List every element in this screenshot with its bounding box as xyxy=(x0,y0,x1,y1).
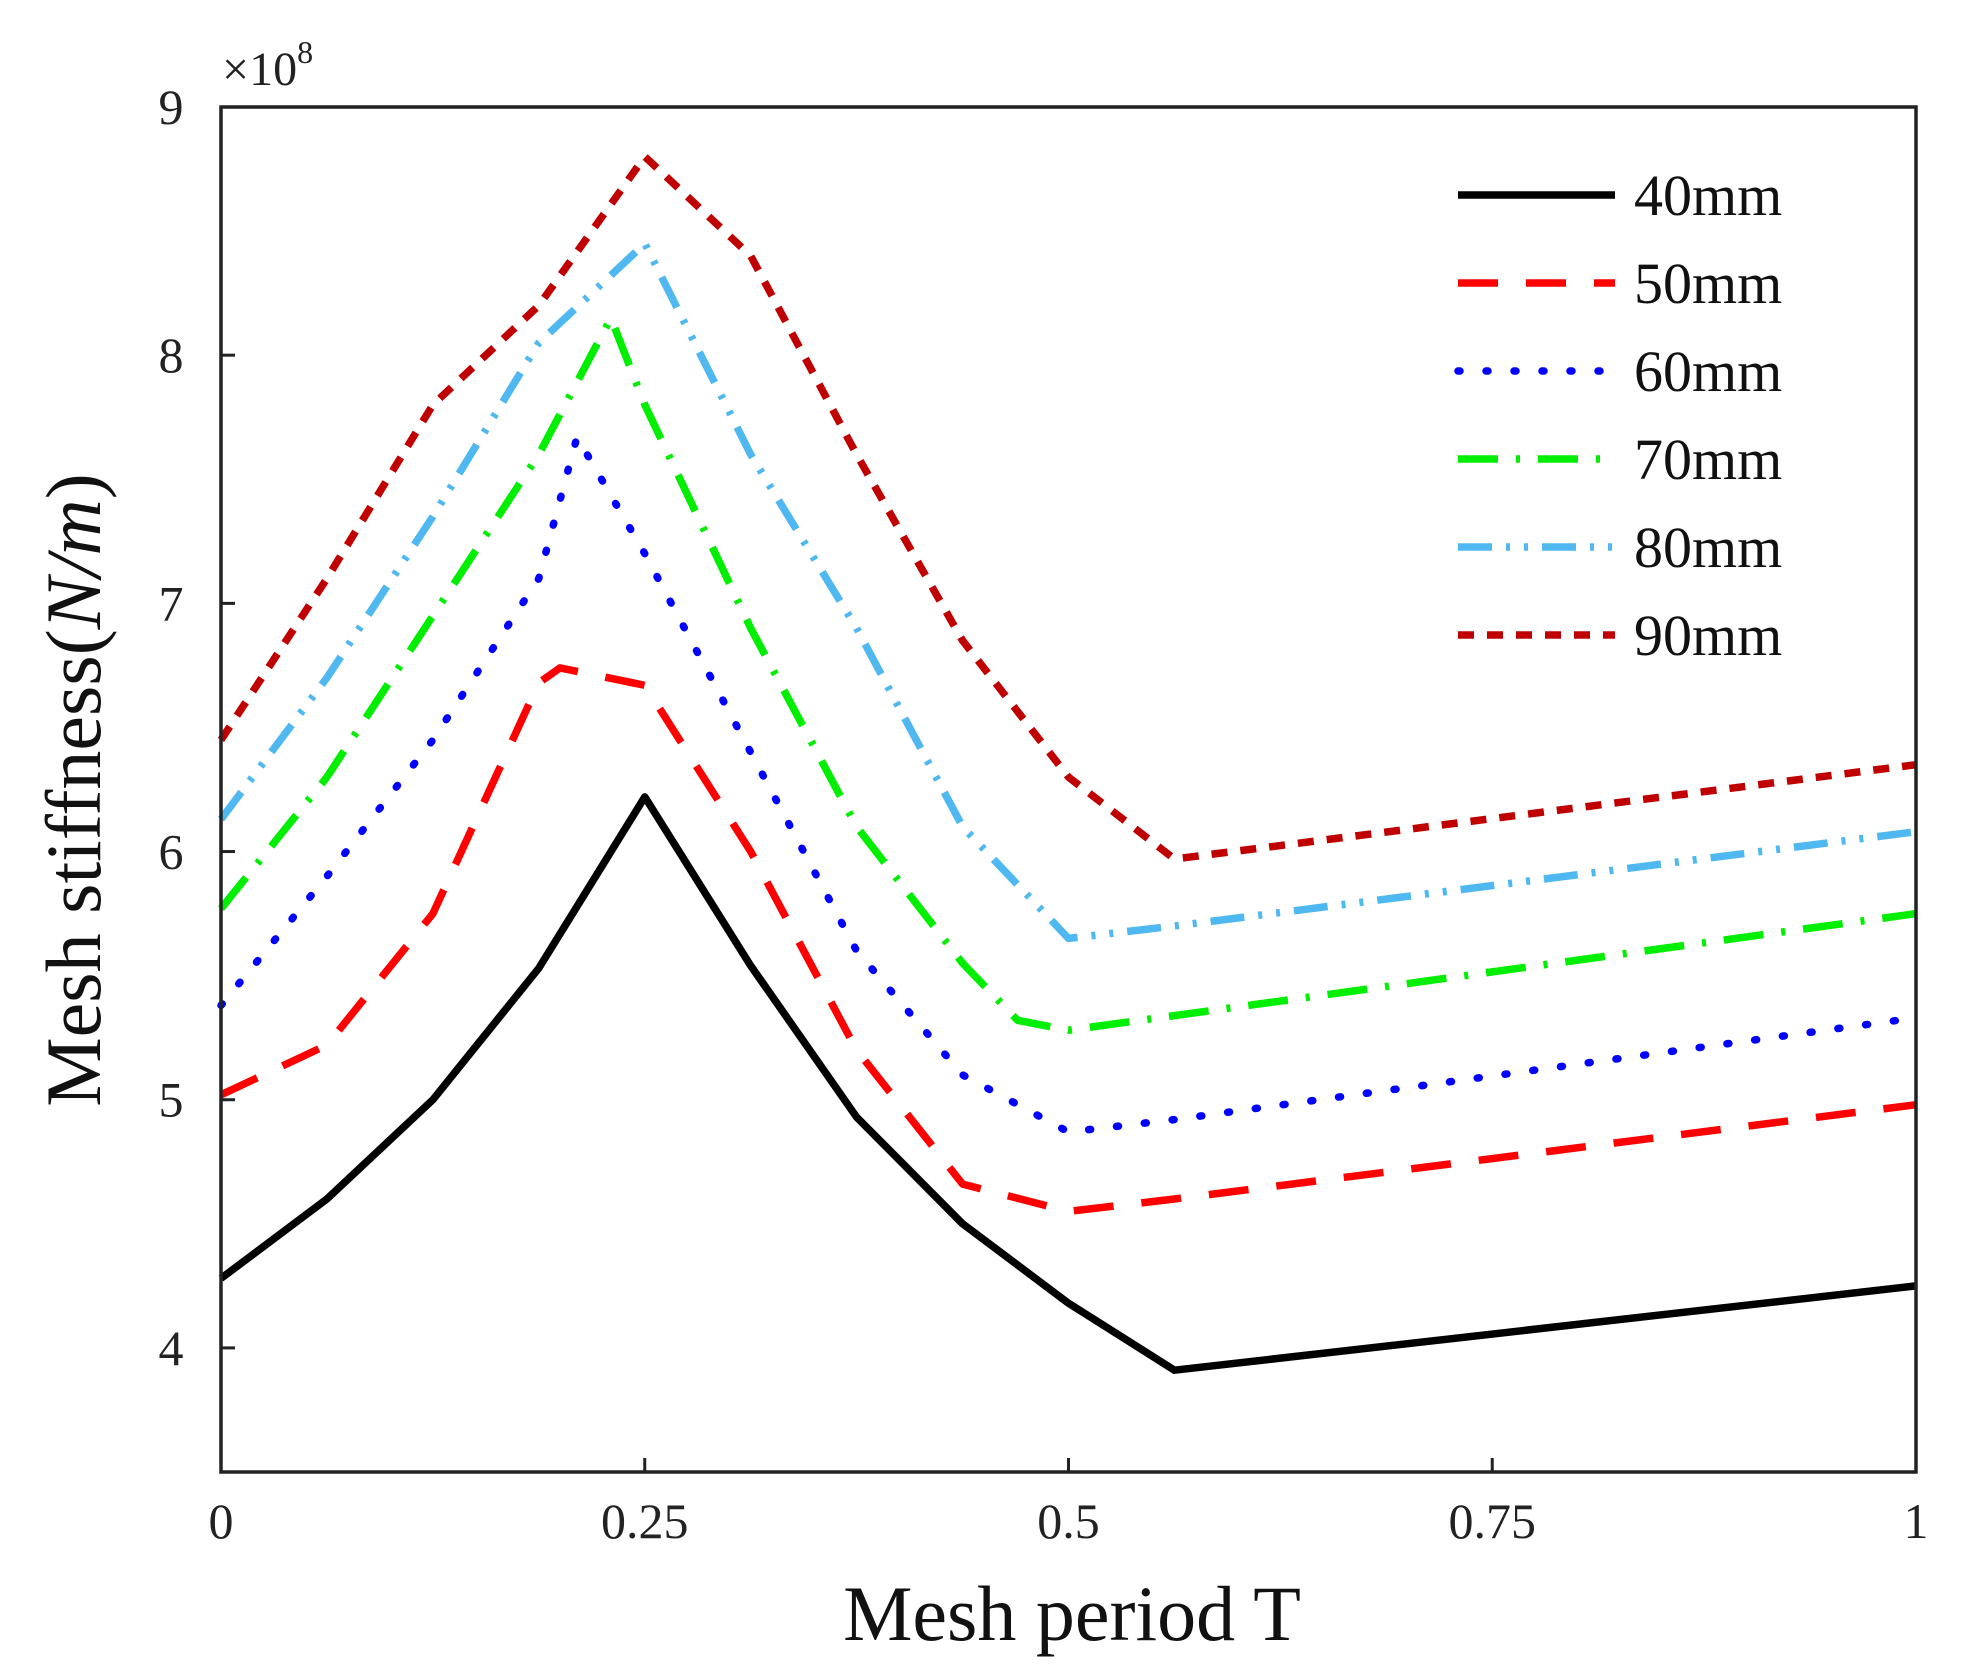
x-tick-label: 1 xyxy=(1904,1493,1929,1549)
legend-label-40mm: 40mm xyxy=(1634,163,1782,228)
legend-label-60mm: 60mm xyxy=(1634,339,1782,404)
y-tick-label: 9 xyxy=(159,79,184,135)
legend: 40mm 50mm 60mm 70mm 80mm 90mm xyxy=(1454,163,1782,668)
legend-label-50mm: 50mm xyxy=(1634,251,1782,316)
series-line-50mm xyxy=(219,664,1917,1216)
series-line-90mm xyxy=(217,152,1917,863)
series-line-40mm xyxy=(218,793,1917,1374)
legend-label-70mm: 70mm xyxy=(1634,427,1782,492)
x-tick-label: 0.75 xyxy=(1449,1493,1537,1549)
y-tick-label: 5 xyxy=(159,1072,184,1128)
y-multiplier: ×108 xyxy=(222,34,313,96)
y-tick-label: 6 xyxy=(159,824,184,880)
legend-label-80mm: 80mm xyxy=(1634,515,1782,580)
series-line-80mm xyxy=(217,239,1917,943)
series-layer xyxy=(217,152,1920,1374)
x-tick-label: 0.5 xyxy=(1037,1493,1100,1549)
x-axis-label: Mesh period T xyxy=(843,1570,1301,1657)
x-tick-label: 0 xyxy=(209,1493,234,1549)
y-tick-label: 4 xyxy=(159,1320,184,1376)
y-tick-label: 8 xyxy=(159,327,184,383)
y-tick-label: 7 xyxy=(159,575,184,631)
series-line-60mm xyxy=(217,433,1920,1136)
y-axis-label: Mesh stiffness(N/m) xyxy=(30,473,117,1106)
x-tick-label: 0.25 xyxy=(601,1493,689,1549)
legend-label-90mm: 90mm xyxy=(1634,603,1782,668)
ticks-layer: 0 0.25 0.5 0.75 1 4 5 6 7 8 9 xyxy=(159,79,1929,1549)
series-line-70mm xyxy=(218,314,1917,1034)
